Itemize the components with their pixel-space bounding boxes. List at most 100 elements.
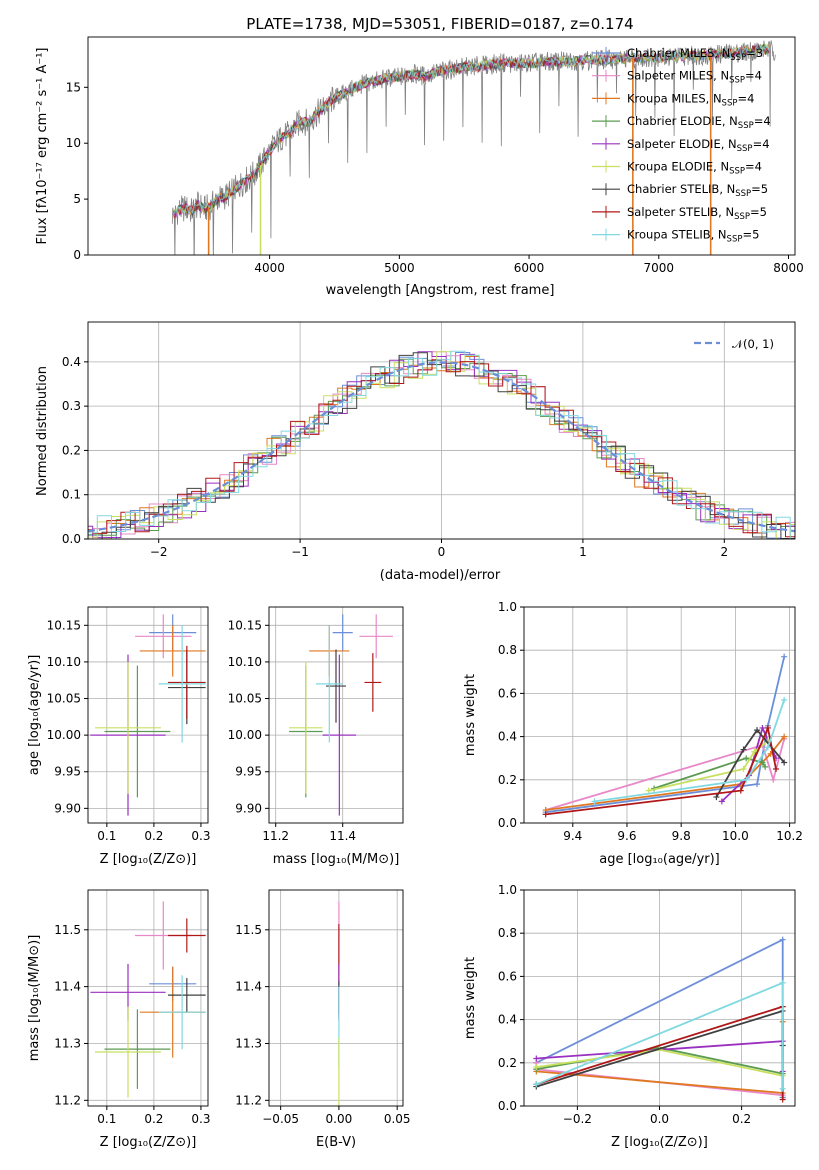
legend-entry: Chabrier ELODIE, NSSP=4 xyxy=(627,114,771,131)
weight-z-xtick-label: 0.0 xyxy=(650,1112,669,1126)
hist-ytick-label: 0.4 xyxy=(62,355,81,369)
hist-kroupa-elodie xyxy=(88,351,795,539)
weight-z-xtick-label: −0.2 xyxy=(563,1112,592,1126)
mass-ebv-xtick-label: 0.00 xyxy=(326,1112,353,1126)
weight-age-line xyxy=(648,740,769,792)
weight-age-marker xyxy=(591,798,598,805)
mass-z-xlabel: Z [log₁₀(Z/Z⊙)] xyxy=(100,1135,197,1150)
age-z-xtick-label: 0.1 xyxy=(97,829,116,843)
weight-z-xtick-label: 0.2 xyxy=(732,1112,751,1126)
spectrum-xtick-label: 6000 xyxy=(514,261,545,275)
weight-age-marker xyxy=(762,763,769,770)
hist-ytick-label: 0.3 xyxy=(62,399,81,413)
mass-ebv-xtick-label: 0.05 xyxy=(384,1112,411,1126)
spectrum-frame xyxy=(87,36,796,256)
weight-z-ytick-label: 0.6 xyxy=(498,969,517,983)
age-mass-ytick-label: 10.15 xyxy=(228,618,262,632)
weight-age-xtick-label: 9.6 xyxy=(617,829,636,843)
hist-salpeter-elodie xyxy=(88,351,795,538)
mass-ebv-xlabel: E(B-V) xyxy=(316,1135,356,1150)
spectrum-xtick-label: 4000 xyxy=(254,261,285,275)
mass-z-ytick-label: 11.3 xyxy=(54,1036,81,1050)
spectrum-xtick-label: 7000 xyxy=(644,261,675,275)
normal-curve xyxy=(88,361,795,533)
hist-xtick-label: −1 xyxy=(291,545,309,559)
age-z-ylabel: age [log₁₀(age/yr)] xyxy=(27,655,42,776)
weight-age-line xyxy=(594,699,786,803)
mass-z-ylabel: mass [log₁₀(M/M⊙)] xyxy=(27,935,42,1062)
age-mass-ytick-label: 10.05 xyxy=(228,692,262,706)
age-z-xtick-label: 0.2 xyxy=(144,829,163,843)
weight-age-marker xyxy=(754,781,761,788)
mass-z-xtick-label: 0.2 xyxy=(144,1112,163,1126)
hist-steps xyxy=(88,350,795,539)
age-z-ytick-label: 10.15 xyxy=(47,618,81,632)
weight-z-ytick-label: 0.8 xyxy=(498,926,517,940)
weight-age-xtick-label: 9.4 xyxy=(563,829,582,843)
weight-z-xlabel: Z [log₁₀(Z/Z⊙)] xyxy=(611,1135,708,1150)
hist-ytick-label: 0.2 xyxy=(62,443,81,457)
hist-ytick-label: 0.1 xyxy=(62,488,81,502)
weight-z-marker xyxy=(533,1064,540,1071)
age-z-ytick-label: 9.95 xyxy=(54,765,81,779)
weight-age-marker xyxy=(781,653,788,660)
legend-entry: Chabrier STELIB, NSSP=5 xyxy=(627,182,768,199)
weight-age-marker xyxy=(743,755,750,762)
age-mass-xlabel: mass [log₁₀(M/M⊙)] xyxy=(273,852,400,867)
spectrum-xtick-label: 8000 xyxy=(773,261,804,275)
weight-age-marker xyxy=(718,798,725,805)
weight-age-marker xyxy=(754,727,761,734)
weight-z-frame xyxy=(523,889,796,1107)
weight-z-marker xyxy=(779,936,786,943)
mass-ebv-ytick-label: 11.4 xyxy=(235,980,262,994)
weight-z-ytick-label: 0.0 xyxy=(498,1099,517,1113)
hist-kroupa-stelib xyxy=(88,350,791,539)
hist-xlabel: (data-model)/error xyxy=(380,568,501,583)
mass-ebv-frame xyxy=(268,889,404,1107)
weight-age-line xyxy=(545,724,777,816)
hist-ylabel: Normed distribution xyxy=(35,366,50,496)
weight-age-xlabel: age [log₁₀(age/yr)] xyxy=(599,852,720,867)
legend-entry: Kroupa MILES, NSSP=4 xyxy=(627,91,754,108)
mass-z-ytick-label: 11.4 xyxy=(54,980,81,994)
legend-entry: Chabrier MILES, NSSP=3 xyxy=(627,46,763,63)
weight-age-xtick-label: 10.2 xyxy=(776,829,803,843)
weight-age-ytick-label: 0.8 xyxy=(498,643,517,657)
age-z-xtick-label: 0.3 xyxy=(191,829,210,843)
age-z-xlabel: Z [log₁₀(Z/Z⊙)] xyxy=(100,852,197,867)
mass-z-ytick-label: 11.2 xyxy=(54,1093,81,1107)
weight-z-ytick-label: 0.4 xyxy=(498,1013,517,1027)
weight-age-marker xyxy=(751,748,758,755)
weight-age-ylabel: mass weight xyxy=(463,674,478,756)
weight-age-line xyxy=(545,656,786,814)
weight-age-marker xyxy=(713,794,720,801)
weight-z-ytick-label: 1.0 xyxy=(498,883,517,897)
spectrum-ytick-label: 10 xyxy=(66,136,81,150)
model-fit-kroupa-elodie xyxy=(173,43,770,215)
mass-ebv-ytick-label: 11.5 xyxy=(235,923,262,937)
weight-age-xtick-label: 10.0 xyxy=(722,829,749,843)
weight-age-marker xyxy=(781,733,788,740)
weight-age-marker xyxy=(737,787,744,794)
mass-z-frame xyxy=(87,889,209,1107)
hist-salpeter-stelib xyxy=(88,359,795,538)
hist-frame xyxy=(87,321,796,540)
age-z-ytick-label: 10.00 xyxy=(47,728,81,742)
weight-z-marker xyxy=(533,1081,540,1088)
weight-age-marker xyxy=(759,724,766,731)
weight-age-ytick-label: 0.6 xyxy=(498,686,517,700)
figure-title: PLATE=1738, MJD=53051, FIBERID=0187, z=0… xyxy=(246,15,633,33)
spectrum-xlabel: wavelength [Angstrom, rest frame] xyxy=(326,283,555,298)
age-mass-ytick-label: 10.10 xyxy=(228,655,262,669)
hist-xtick-label: 0 xyxy=(438,545,446,559)
weight-age-marker xyxy=(645,787,652,794)
weight-z-marker xyxy=(533,1055,540,1062)
weight-age-marker xyxy=(764,724,771,731)
age-mass-ytick-label: 9.95 xyxy=(235,765,262,779)
age-z-frame xyxy=(87,606,209,824)
age-mass-ytick-label: 10.00 xyxy=(228,728,262,742)
mass-z-xtick-label: 0.3 xyxy=(191,1112,210,1126)
weight-age-marker xyxy=(740,766,747,772)
spectrum-xtick-label: 5000 xyxy=(384,261,415,275)
